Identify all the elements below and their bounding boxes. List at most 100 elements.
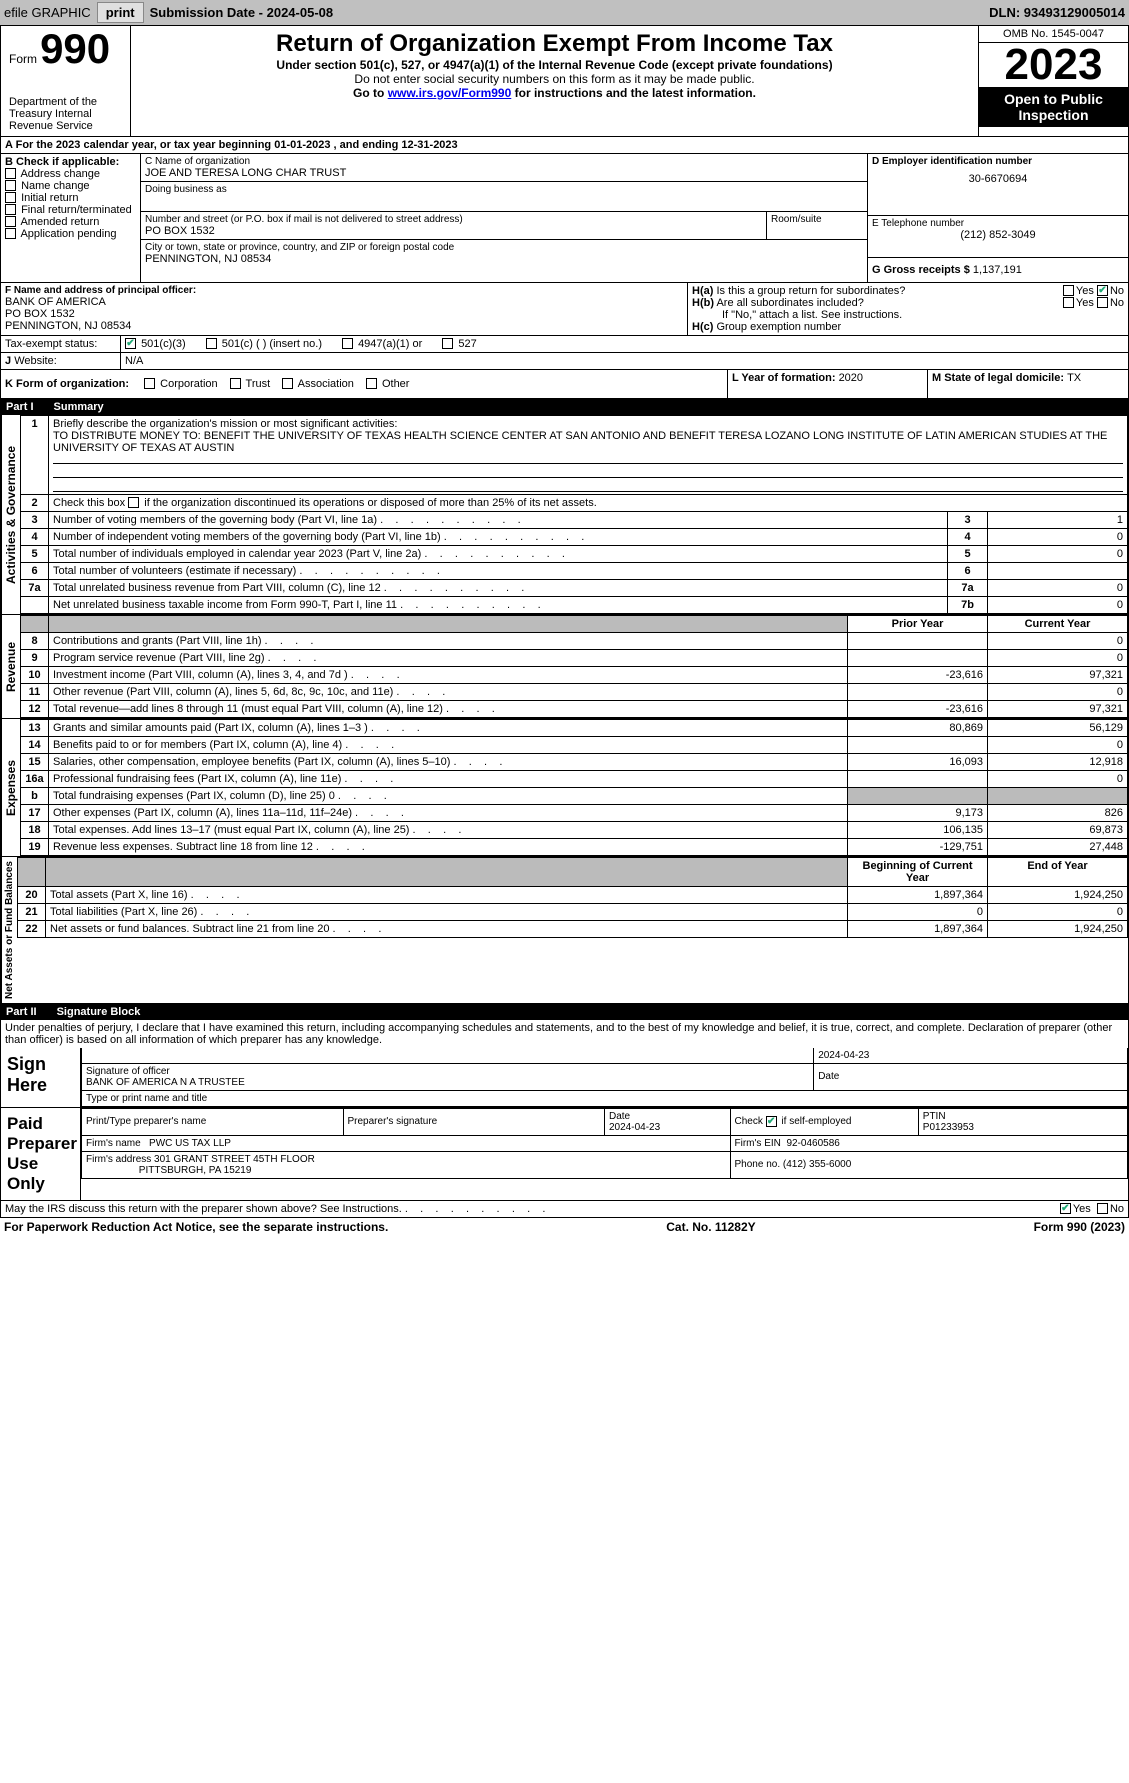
domicile: TX bbox=[1067, 372, 1081, 384]
hc-label: Group exemption number bbox=[716, 321, 841, 333]
ha-no-checkbox[interactable] bbox=[1097, 285, 1108, 296]
part1-label: Part I bbox=[6, 401, 34, 413]
box-i-label: Tax-exempt status: bbox=[1, 336, 121, 352]
part2-label: Part II bbox=[6, 1006, 37, 1018]
room-label: Room/suite bbox=[771, 214, 863, 225]
line-text: Total fundraising expenses (Part IX, col… bbox=[53, 790, 387, 802]
curr-value: 69,873 bbox=[988, 821, 1128, 838]
paid-preparer-block: Paid Preparer Use Only Print/Type prepar… bbox=[0, 1108, 1129, 1201]
net-block: Net Assets or Fund Balances Beginning of… bbox=[0, 857, 1129, 1004]
box-g-label: G Gross receipts $ bbox=[872, 264, 973, 276]
part1-title: Summary bbox=[54, 401, 104, 413]
officer-line1: BANK OF AMERICA bbox=[5, 296, 683, 308]
boxb-item: Final return/terminated bbox=[21, 204, 132, 216]
part-2-bar: Part II Signature Block bbox=[0, 1004, 1129, 1020]
tax-status-checkbox[interactable] bbox=[442, 338, 453, 349]
org-form-opt: Other bbox=[382, 378, 410, 390]
hb-no-checkbox[interactable] bbox=[1097, 297, 1108, 308]
irs-link[interactable]: www.irs.gov/Form990 bbox=[388, 86, 512, 100]
line-text: Benefits paid to or for members (Part IX… bbox=[53, 739, 394, 751]
boxb-checkbox[interactable] bbox=[5, 192, 16, 203]
boxb-checkbox[interactable] bbox=[5, 228, 16, 239]
prior-value bbox=[848, 649, 988, 666]
curr-value: 97,321 bbox=[988, 700, 1128, 717]
boxb-checkbox[interactable] bbox=[5, 204, 16, 215]
sig-off-label: Signature of officer bbox=[86, 1066, 170, 1077]
discuss-no-checkbox[interactable] bbox=[1097, 1203, 1108, 1214]
type-name-label: Type or print name and title bbox=[82, 1090, 1128, 1106]
prior-value bbox=[848, 632, 988, 649]
dln: DLN: 93493129005014 bbox=[989, 5, 1125, 20]
line-text: Professional fundraising fees (Part IX, … bbox=[53, 773, 393, 785]
expenses-block: Expenses 13Grants and similar amounts pa… bbox=[0, 719, 1129, 857]
boxb-item: Amended return bbox=[20, 216, 99, 228]
no-1: No bbox=[1110, 285, 1124, 297]
line-text: Total revenue—add lines 8 through 11 (mu… bbox=[53, 703, 495, 715]
info-row-4: J Website: N/A bbox=[0, 353, 1129, 370]
boxb-checkbox[interactable] bbox=[5, 180, 16, 191]
firm-city: PITTSBURGH, PA 15219 bbox=[139, 1165, 252, 1176]
tax-status-checkbox[interactable] bbox=[206, 338, 217, 349]
firm-name: PWC US TAX LLP bbox=[149, 1138, 231, 1149]
line-text: Grants and similar amounts paid (Part IX… bbox=[53, 722, 420, 734]
paid-date: 2024-04-23 bbox=[609, 1122, 660, 1133]
tax-status-checkbox[interactable] bbox=[125, 338, 136, 349]
self-employed-checkbox[interactable] bbox=[766, 1116, 777, 1127]
print-button[interactable]: print bbox=[97, 2, 144, 23]
sign-date: 2024-04-23 bbox=[814, 1048, 1128, 1064]
phone: (412) 355-6000 bbox=[783, 1159, 851, 1170]
firm-addr: 301 GRANT STREET 45TH FLOOR bbox=[154, 1154, 315, 1165]
begin-value: 1,897,364 bbox=[848, 920, 988, 937]
box-j-label: Website: bbox=[14, 355, 57, 367]
boxb-item: Name change bbox=[21, 180, 90, 192]
yes-3: Yes bbox=[1073, 1203, 1091, 1215]
prior-value bbox=[848, 770, 988, 787]
line-text: Program service revenue (Part VIII, line… bbox=[53, 652, 317, 664]
line-text: Investment income (Part VIII, column (A)… bbox=[53, 669, 400, 681]
org-form-opt: Association bbox=[298, 378, 354, 390]
org-form-checkbox[interactable] bbox=[144, 378, 155, 389]
efile-label: efile GRAPHIC bbox=[4, 5, 91, 20]
firm-addr-label: Firm's address bbox=[86, 1154, 151, 1165]
q1-text: TO DISTRIBUTE MONEY TO: BENEFIT THE UNIV… bbox=[53, 430, 1107, 454]
org-form-checkbox[interactable] bbox=[282, 378, 293, 389]
vert-expenses: Expenses bbox=[1, 719, 20, 856]
revenue-block: Revenue Prior YearCurrent Year 8Contribu… bbox=[0, 615, 1129, 719]
line-text: Revenue less expenses. Subtract line 18 … bbox=[53, 841, 365, 853]
curr-value: 0 bbox=[988, 632, 1128, 649]
boxb-checkbox[interactable] bbox=[5, 168, 16, 179]
box-f-label: F Name and address of principal officer: bbox=[5, 285, 683, 296]
line-text: Number of voting members of the governin… bbox=[53, 514, 521, 526]
tax-status-checkbox[interactable] bbox=[342, 338, 353, 349]
officer-line2: PO BOX 1532 bbox=[5, 308, 683, 320]
org-form-opt: Trust bbox=[246, 378, 271, 390]
curr-value: 27,448 bbox=[988, 838, 1128, 855]
vert-governance: Activities & Governance bbox=[1, 415, 20, 614]
discuss-row: May the IRS discuss this return with the… bbox=[0, 1201, 1129, 1218]
prior-value: 106,135 bbox=[848, 821, 988, 838]
line-value: 1 bbox=[988, 511, 1128, 528]
hb-label: Are all subordinates included? bbox=[716, 297, 863, 309]
org-form-checkbox[interactable] bbox=[366, 378, 377, 389]
topbar: efile GRAPHIC print Submission Date - 20… bbox=[0, 0, 1129, 25]
prep-sig-label: Preparer's signature bbox=[343, 1108, 605, 1135]
vert-net: Net Assets or Fund Balances bbox=[1, 857, 17, 1003]
tax-status-opt: 527 bbox=[458, 338, 476, 350]
line-text: Total unrelated business revenue from Pa… bbox=[53, 582, 524, 594]
boxb-checkbox[interactable] bbox=[5, 216, 16, 227]
info-row-1: B Check if applicable: Address change Na… bbox=[0, 154, 1129, 283]
ha-yes-checkbox[interactable] bbox=[1063, 285, 1074, 296]
governance-block: Activities & Governance 1 Briefly descri… bbox=[0, 415, 1129, 615]
yes-1: Yes bbox=[1076, 285, 1094, 297]
hb-yes-checkbox[interactable] bbox=[1063, 297, 1074, 308]
box-b-label: B Check if applicable: bbox=[5, 156, 136, 168]
org-form-checkbox[interactable] bbox=[230, 378, 241, 389]
discuss-yes-checkbox[interactable] bbox=[1060, 1203, 1071, 1214]
line-text: Net unrelated business taxable income fr… bbox=[53, 599, 541, 611]
line-value: 0 bbox=[988, 579, 1128, 596]
city: PENNINGTON, NJ 08534 bbox=[145, 253, 863, 265]
line-value bbox=[988, 562, 1128, 579]
q2-checkbox[interactable] bbox=[128, 497, 139, 508]
line-value: 0 bbox=[988, 596, 1128, 613]
org-form-opt: Corporation bbox=[160, 378, 217, 390]
